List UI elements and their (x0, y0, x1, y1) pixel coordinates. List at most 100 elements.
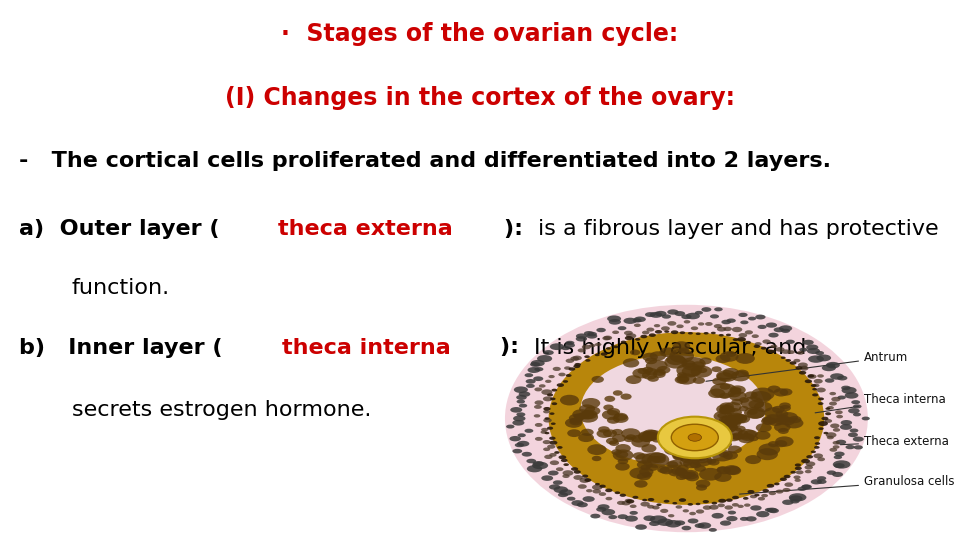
Circle shape (637, 368, 648, 374)
Ellipse shape (776, 347, 784, 352)
Ellipse shape (726, 334, 732, 336)
Circle shape (724, 423, 738, 431)
Ellipse shape (743, 497, 749, 500)
Circle shape (710, 383, 737, 398)
Ellipse shape (750, 495, 757, 498)
Ellipse shape (564, 366, 571, 370)
Circle shape (715, 355, 731, 363)
Ellipse shape (785, 340, 795, 344)
Ellipse shape (514, 387, 528, 393)
Ellipse shape (789, 493, 806, 502)
Ellipse shape (574, 470, 581, 474)
Ellipse shape (510, 436, 521, 441)
Circle shape (719, 451, 730, 457)
Circle shape (710, 424, 725, 432)
Circle shape (640, 464, 650, 470)
Ellipse shape (768, 333, 779, 338)
Ellipse shape (553, 480, 563, 485)
Circle shape (730, 388, 741, 394)
Ellipse shape (829, 448, 837, 452)
Circle shape (667, 460, 683, 468)
Ellipse shape (827, 363, 835, 367)
Ellipse shape (789, 495, 803, 502)
Circle shape (682, 470, 699, 480)
Circle shape (663, 443, 684, 455)
Ellipse shape (804, 470, 811, 473)
Circle shape (780, 412, 798, 423)
Ellipse shape (824, 432, 828, 434)
Circle shape (751, 391, 772, 403)
Ellipse shape (576, 333, 588, 339)
Circle shape (679, 439, 695, 448)
Ellipse shape (652, 505, 660, 510)
Ellipse shape (649, 333, 656, 337)
Circle shape (682, 366, 701, 376)
Circle shape (687, 449, 701, 457)
Circle shape (617, 458, 628, 464)
Circle shape (721, 415, 737, 424)
Ellipse shape (585, 355, 589, 358)
Ellipse shape (830, 423, 839, 428)
Ellipse shape (549, 441, 558, 445)
Ellipse shape (696, 503, 701, 505)
Ellipse shape (521, 452, 532, 457)
Circle shape (579, 411, 594, 420)
Ellipse shape (793, 359, 801, 362)
Circle shape (732, 433, 745, 440)
Ellipse shape (541, 389, 552, 395)
Ellipse shape (650, 312, 662, 318)
Ellipse shape (811, 384, 817, 387)
Ellipse shape (648, 498, 655, 501)
Ellipse shape (814, 436, 820, 439)
Circle shape (775, 440, 787, 447)
Ellipse shape (695, 311, 703, 315)
Ellipse shape (570, 356, 579, 361)
Circle shape (632, 435, 645, 443)
Circle shape (712, 425, 728, 434)
Ellipse shape (668, 514, 675, 517)
Ellipse shape (505, 305, 868, 532)
Ellipse shape (544, 417, 549, 420)
Circle shape (744, 407, 765, 419)
Ellipse shape (583, 496, 595, 502)
Ellipse shape (663, 500, 669, 503)
Circle shape (642, 353, 658, 361)
Ellipse shape (800, 366, 808, 370)
Ellipse shape (705, 322, 712, 326)
Ellipse shape (732, 503, 739, 507)
Ellipse shape (761, 347, 767, 350)
Circle shape (724, 418, 738, 427)
Circle shape (615, 444, 631, 453)
Ellipse shape (818, 402, 824, 405)
Ellipse shape (737, 337, 746, 342)
Circle shape (645, 357, 658, 364)
Circle shape (572, 409, 590, 420)
Circle shape (574, 413, 586, 420)
Ellipse shape (738, 333, 747, 338)
Circle shape (691, 361, 705, 368)
Ellipse shape (564, 463, 569, 466)
Ellipse shape (717, 327, 726, 332)
Circle shape (784, 418, 804, 428)
Ellipse shape (645, 312, 656, 317)
Circle shape (777, 415, 789, 421)
Circle shape (660, 467, 673, 474)
Circle shape (726, 408, 742, 417)
Ellipse shape (770, 350, 776, 353)
Circle shape (730, 386, 746, 395)
Circle shape (719, 415, 737, 426)
Ellipse shape (550, 397, 556, 400)
Ellipse shape (580, 477, 589, 483)
Circle shape (731, 421, 741, 427)
Ellipse shape (626, 333, 636, 339)
Circle shape (778, 428, 789, 434)
Ellipse shape (696, 333, 701, 335)
Ellipse shape (708, 528, 717, 532)
Circle shape (688, 434, 702, 441)
Ellipse shape (571, 500, 584, 506)
Circle shape (677, 465, 688, 472)
Ellipse shape (657, 503, 661, 506)
Circle shape (672, 444, 683, 450)
Circle shape (723, 426, 735, 433)
Ellipse shape (804, 465, 813, 469)
